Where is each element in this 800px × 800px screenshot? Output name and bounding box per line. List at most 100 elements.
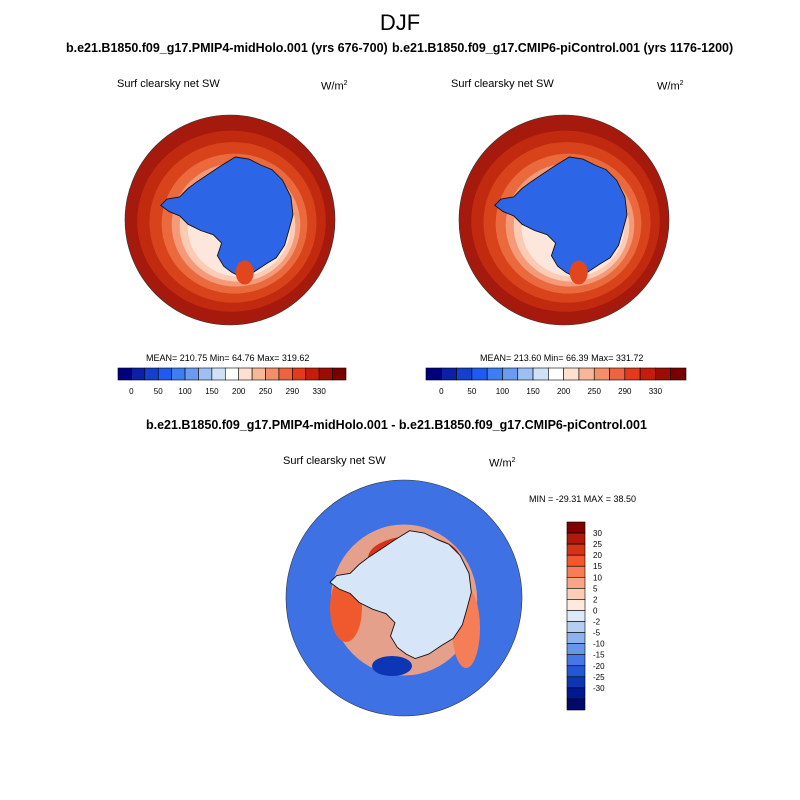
panel-right-colorbar-swatch-15 xyxy=(655,367,672,381)
panel-left-colorbar-swatch-11 xyxy=(265,367,280,381)
diff-colorbar-tick-label: -30 xyxy=(593,684,605,693)
diff-minmax: MIN = -29.31 MAX = 38.50 xyxy=(529,494,637,504)
panel-right-colorbar-swatch-10 xyxy=(578,367,595,381)
panel-right-colorbar-swatch-1 xyxy=(440,367,457,381)
panel-left-colorbar-tick-label: 290 xyxy=(286,387,300,396)
diff-colorbar-tick-label: -25 xyxy=(593,673,605,682)
panel-left-colorbar-swatch-9 xyxy=(238,367,253,381)
panel-right-case-title: b.e21.B1850.f09_g17.CMIP6-piControl.001 … xyxy=(392,41,734,55)
diff-colorbar-tick-label: -2 xyxy=(593,618,601,627)
panel-right-colorbar: 0 50 100 150 200 250 290 330 xyxy=(425,367,687,396)
panel-left-colorbar-swatch-13 xyxy=(292,367,307,381)
panel-left-colorbar-swatch-4 xyxy=(171,367,186,381)
panel-left-colorbar-swatch-6 xyxy=(198,367,213,381)
panel-left-colorbar-tick-label: 50 xyxy=(154,387,163,396)
panel-right-colorbar-swatch-14 xyxy=(639,367,656,381)
panel-left-colorbar-swatch-15 xyxy=(318,367,333,381)
panel-left-colorbar-tick-label: 150 xyxy=(205,387,219,396)
panel-left-colorbar-swatch-1 xyxy=(131,367,146,381)
diff-colorbar-swatch-15 xyxy=(566,687,586,700)
panel-right-colorbar-swatch-8 xyxy=(548,367,564,381)
panel-right-ice-sheet xyxy=(494,156,628,278)
diff-map xyxy=(285,479,523,717)
diff-colorbar-swatch-5 xyxy=(566,576,586,589)
panel-left-case-title: b.e21.B1850.f09_g17.PMIP4-midHolo.001 (y… xyxy=(66,41,388,55)
panel-right-colorbar-swatch-11 xyxy=(593,367,610,381)
diff-colorbar-tick-label: -10 xyxy=(593,640,605,649)
panel-right-colorbar-tick-label: 0 xyxy=(439,387,444,396)
panel-left-stats: MEAN= 210.75 Min= 64.76 Max= 319.62 xyxy=(146,353,310,363)
panel-left-colorbar-tick-label: 0 xyxy=(129,387,134,396)
panel-right-colorbar-swatch-13 xyxy=(624,367,641,381)
panel-left-colorbar-swatch-2 xyxy=(144,367,159,381)
diff-colorbar-tick-label: -5 xyxy=(593,629,601,638)
diff-colorbar-swatch-11 xyxy=(566,643,586,656)
panel-right-units: W/m2 xyxy=(657,80,684,93)
panel-right-colorbar-swatch-12 xyxy=(609,367,626,381)
diff-colorbar-tick-label: 30 xyxy=(593,529,602,538)
diff-colorbar-tick-label: 0 xyxy=(593,606,598,615)
panel-left-colorbar-tick-label: 330 xyxy=(312,387,326,396)
panel-right-colorbar-swatch-16 xyxy=(670,367,687,381)
panel-left-colorbar-tick-label: 250 xyxy=(259,387,273,396)
diff-colorbar-tick-label: 5 xyxy=(593,584,598,593)
panel-right-colorbar-tick-label: 50 xyxy=(467,387,476,396)
panel-left-map-boundary xyxy=(124,114,336,326)
diff-colorbar-tick-label: 2 xyxy=(593,595,598,604)
panel-right-colorbar-swatch-3 xyxy=(471,367,488,381)
panel-left-colorbar-swatch-14 xyxy=(305,367,320,381)
panel-right-colorbar-swatch-4 xyxy=(486,367,503,381)
panel-right-colorbar-tick-label: 250 xyxy=(588,387,602,396)
panel-right-ross-sea-patch xyxy=(569,260,588,285)
panel-left-colorbar-swatch-16 xyxy=(332,367,347,381)
panel-left-colorbar-swatch-3 xyxy=(157,367,172,381)
diff-variable-label: Surf clearsky net SW xyxy=(283,455,386,467)
diff-colorbar-tick-label: 15 xyxy=(593,562,602,571)
panel-right-colorbar-swatch-0 xyxy=(425,367,442,381)
panel-right-map-boundary xyxy=(458,114,670,326)
panel-left-colorbar-tick-label: 200 xyxy=(232,387,246,396)
panel-left-ice-sheet xyxy=(160,156,294,278)
panel-right-colorbar-tick-label: 200 xyxy=(557,387,571,396)
panel-right-colorbar-swatch-9 xyxy=(563,367,580,381)
panel-right-colorbar-swatch-5 xyxy=(502,367,519,381)
figure-title: DJF xyxy=(379,10,421,35)
diff-colorbar-swatch-14 xyxy=(566,676,586,689)
panel-left-colorbar: 0 50 100 150 200 250 290 330 xyxy=(117,367,347,396)
diff-units: W/m2 xyxy=(489,457,516,470)
panel-left-colorbar-swatch-8 xyxy=(224,367,240,381)
diff-colorbar-swatch-7 xyxy=(566,599,586,611)
diff-colorbar-swatch-9 xyxy=(566,621,586,633)
panel-left-colorbar-swatch-7 xyxy=(211,367,226,381)
diff-colorbar-swatch-16 xyxy=(566,698,586,711)
diff-colorbar-swatch-4 xyxy=(566,565,586,578)
diff-colorbar-tick-label: -15 xyxy=(593,651,605,660)
panel-right-colorbar-tick-label: 330 xyxy=(649,387,663,396)
diff-colorbar-tick-label: 20 xyxy=(593,551,602,560)
panel-left-colorbar-swatch-10 xyxy=(251,367,266,381)
diff-colorbar-swatch-6 xyxy=(566,588,586,600)
diff-colorbar-swatch-3 xyxy=(566,554,586,567)
panel-right-colorbar-swatch-7 xyxy=(532,367,549,381)
diff-colorbar-swatch-8 xyxy=(566,610,586,622)
diff-colorbar-swatch-1 xyxy=(566,532,586,545)
panel-left-variable-label: Surf clearsky net SW xyxy=(117,78,220,90)
diff-colorbar-swatch-10 xyxy=(566,632,586,644)
diff-case-title: b.e21.B1850.f09_g17.PMIP4-midHolo.001 - … xyxy=(146,418,647,432)
diff-colorbar-swatch-2 xyxy=(566,543,586,556)
diff-colorbar-tick-label: 10 xyxy=(593,573,602,582)
diff-colorbar-swatch-12 xyxy=(566,654,586,667)
panel-right-colorbar-tick-label: 150 xyxy=(526,387,540,396)
panel-left-map xyxy=(124,114,336,326)
panel-left-colorbar-swatch-5 xyxy=(184,367,199,381)
panel-right-variable-label: Surf clearsky net SW xyxy=(451,78,554,90)
panel-left-colorbar-swatch-0 xyxy=(117,367,132,381)
panel-right-colorbar-tick-label: 100 xyxy=(496,387,510,396)
panel-right-colorbar-swatch-2 xyxy=(456,367,473,381)
panel-left-units: W/m2 xyxy=(321,80,348,93)
panel-left-colorbar-tick-label: 100 xyxy=(178,387,192,396)
diff-colorbar-swatch-0 xyxy=(566,521,586,534)
panel-right-colorbar-swatch-6 xyxy=(517,367,534,381)
panel-left-colorbar-swatch-12 xyxy=(278,367,293,381)
